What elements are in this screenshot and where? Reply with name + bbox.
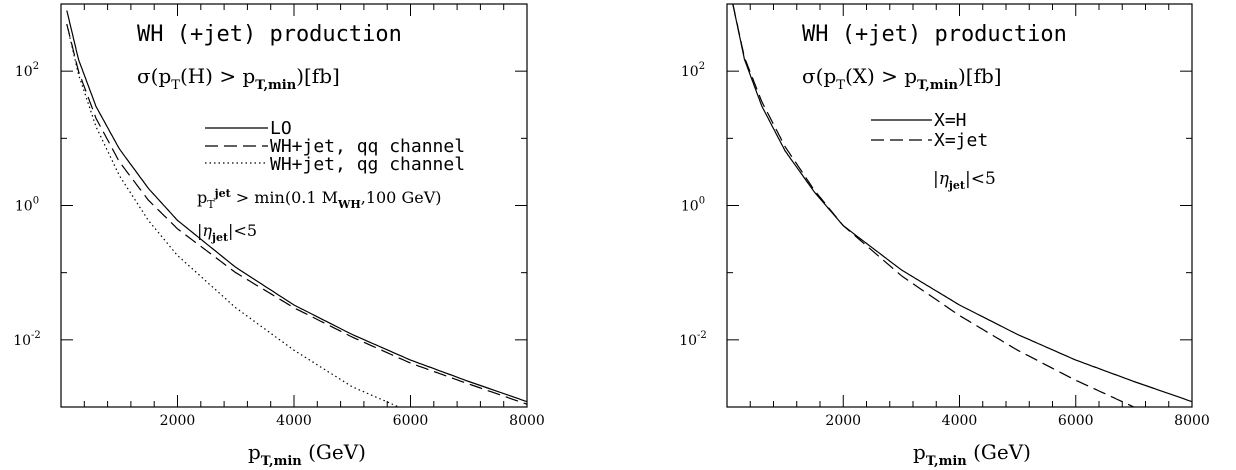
x-tick-label: 4000 <box>276 413 312 429</box>
series-1-curve <box>732 3 1135 408</box>
x-tick-label: 8000 <box>509 413 545 429</box>
left-title: WH (+jet) production <box>137 22 402 47</box>
left-subtitle: σ(pT(H) > pT,min)[fb] <box>137 64 340 93</box>
x-tick-label: 8000 <box>1174 413 1210 429</box>
x-tick-label: 2000 <box>160 413 196 429</box>
y-tick-label: 10-2 <box>679 330 707 349</box>
y-tick-label: 100 <box>681 196 705 215</box>
left-chart-curves <box>66 10 528 408</box>
y-tick-label: 102 <box>15 61 39 80</box>
x-tick-label: 6000 <box>393 413 429 429</box>
legend-label-qq: WH+jet, qq channel <box>270 136 465 157</box>
x-tick-label: 6000 <box>1058 413 1094 429</box>
legend-label-lo: LO <box>270 118 292 139</box>
left-annotation-eta: |ηjet|<5 <box>197 221 257 244</box>
left-xlabel: pT,min (GeV) <box>248 440 366 469</box>
y-tick-label: 10-2 <box>13 330 41 349</box>
right-annotation-eta: |ηjet|<5 <box>933 169 996 192</box>
right-chart: 2000 4000 6000 8000 102 100 10-2 WH (+jet) pro… <box>679 3 1210 469</box>
right-title: WH (+jet) production <box>802 22 1067 47</box>
right-chart-curves <box>732 3 1193 408</box>
x-tick-label: 2000 <box>825 413 861 429</box>
x-tick-label: 4000 <box>942 413 978 429</box>
legend-label-xh: X=H <box>934 110 967 131</box>
right-xlabel: pT,min (GeV) <box>913 440 1031 469</box>
left-legend: LO WH+jet, qq channel WH+jet, qg channel <box>205 118 465 175</box>
left-chart-ticks: 2000 4000 6000 8000 102 100 10-2 <box>13 4 545 429</box>
left-plot-frame <box>60 3 528 408</box>
right-legend: X=H X=jet <box>871 110 988 151</box>
series-1-curve <box>66 24 528 405</box>
legend-label-qg: WH+jet, qg channel <box>270 154 465 175</box>
y-tick-label: 100 <box>15 196 39 215</box>
right-subtitle: σ(pT(X) > pT,min)[fb] <box>802 64 1002 93</box>
left-chart: 2000 4000 6000 8000 102 100 10-2 WH (+jet) pro… <box>13 3 545 469</box>
right-chart-ticks: 2000 4000 6000 8000 102 100 10-2 <box>679 4 1210 429</box>
y-tick-label: 102 <box>681 61 705 80</box>
left-annotation-ptjet: pTjet > min(0.1 MWH,100 GeV) <box>197 187 442 211</box>
series-0-curve <box>732 3 1193 403</box>
legend-label-xjet: X=jet <box>934 130 988 151</box>
series-0-curve <box>66 10 528 403</box>
right-plot-frame <box>726 3 1193 408</box>
